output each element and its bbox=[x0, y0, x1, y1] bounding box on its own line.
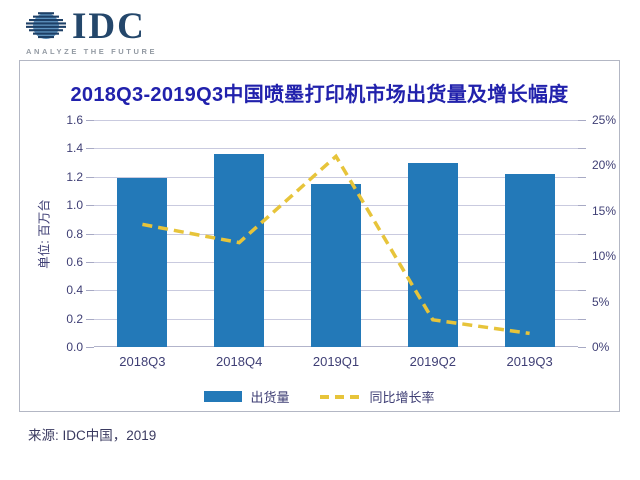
right-tick-label: 15% bbox=[592, 203, 617, 218]
right-tick-label: 10% bbox=[592, 249, 617, 264]
tick-mark-right bbox=[578, 347, 586, 348]
y-axis-unit-label: 单位: 百万台 bbox=[37, 198, 52, 269]
growth-line bbox=[142, 153, 530, 336]
right-tick-label: 25% bbox=[592, 113, 617, 127]
idc-tagline: ANALYZE THE FUTURE bbox=[26, 47, 158, 56]
chart-card: 2018Q3-2019Q3中国喷墨打印机市场出货量及增长幅度 单位: 百万台 0… bbox=[19, 60, 620, 412]
tick-mark-right bbox=[578, 205, 586, 206]
right-tick-label: 20% bbox=[592, 158, 617, 173]
plot-area: 单位: 百万台 0.0 0.2 0.4 0.6 0.8 1.0 1.2 1.4 1.6 0% 5% 1… bbox=[38, 113, 617, 369]
tick-mark-right bbox=[578, 177, 586, 178]
x-axis-label: 2019Q1 bbox=[312, 354, 360, 369]
tick-mark-left bbox=[86, 347, 94, 348]
tick-mark-right bbox=[578, 148, 586, 149]
legend-dash-swatch bbox=[319, 394, 362, 399]
idc-globe-icon bbox=[26, 12, 66, 39]
source-note: 来源: IDC中国，2019 bbox=[28, 428, 157, 443]
bar-2019Q1 bbox=[311, 183, 361, 347]
tick-mark-left bbox=[86, 120, 94, 121]
tick-mark-left bbox=[86, 177, 94, 178]
y-tick-label: 0.2 bbox=[66, 312, 83, 326]
chart-title: 2018Q3-2019Q3中国喷墨打印机市场出货量及增长幅度 bbox=[70, 84, 569, 106]
bar-2018Q4 bbox=[214, 154, 265, 347]
bar-2019Q2 bbox=[407, 162, 458, 347]
gridline bbox=[94, 148, 578, 149]
tick-mark-left bbox=[86, 262, 94, 263]
y-tick-label: 1.0 bbox=[66, 198, 83, 212]
x-axis-label: 2018Q3 bbox=[119, 354, 166, 369]
tick-mark-left bbox=[86, 319, 94, 320]
gridline bbox=[94, 120, 578, 121]
legend-item-shipments: 出货量 bbox=[204, 387, 290, 406]
idc-logo: IDC ANALYZE THE FUTURE bbox=[26, 8, 157, 56]
tick-mark-left bbox=[86, 290, 94, 291]
legend-label: 出货量 bbox=[250, 390, 290, 405]
y-tick-label: 0.8 bbox=[66, 227, 83, 241]
y-tick-label: 1.6 bbox=[66, 113, 83, 127]
gridline bbox=[94, 177, 578, 178]
y-tick-label: 1.4 bbox=[66, 141, 83, 155]
right-tick-label: 5% bbox=[592, 294, 610, 309]
tick-mark-left bbox=[86, 148, 94, 149]
bar-2018Q3 bbox=[117, 178, 168, 347]
tick-mark-right bbox=[578, 120, 586, 121]
x-axis-label: 2018Q4 bbox=[216, 354, 263, 369]
x-axis-label: 2019Q2 bbox=[409, 354, 456, 369]
tick-mark-left bbox=[86, 205, 94, 206]
x-axis-label: 2019Q3 bbox=[506, 354, 553, 369]
y-tick-label: 0.0 bbox=[66, 340, 83, 354]
tick-mark-right bbox=[578, 234, 586, 235]
y-tick-label: 1.2 bbox=[66, 170, 83, 184]
legend: 出货量 同比增长率 bbox=[20, 387, 619, 406]
tick-mark-right bbox=[578, 319, 586, 320]
right-tick-label: 0% bbox=[592, 340, 610, 354]
legend-bar-swatch bbox=[204, 391, 243, 402]
y-tick-label: 0.4 bbox=[66, 283, 83, 297]
tick-mark-right bbox=[578, 262, 586, 263]
tick-mark-right bbox=[578, 290, 586, 291]
tick-mark-left bbox=[86, 234, 94, 235]
bar-2019Q3 bbox=[504, 173, 555, 347]
idc-logotype: IDC bbox=[72, 6, 146, 47]
y-tick-label: 0.6 bbox=[66, 255, 83, 269]
legend-item-growth: 同比增长率 bbox=[319, 387, 435, 406]
legend-label: 同比增长率 bbox=[369, 390, 435, 405]
